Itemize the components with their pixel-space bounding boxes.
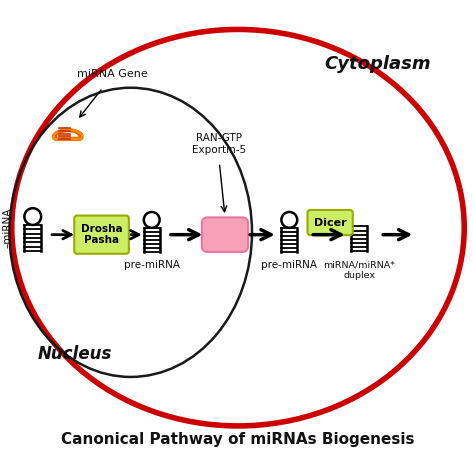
- Text: pre-miRNA: pre-miRNA: [261, 260, 317, 270]
- Text: –miRNA: –miRNA: [2, 208, 12, 248]
- Text: RAN-GTP
Exportin-5: RAN-GTP Exportin-5: [192, 133, 246, 155]
- Text: Drosha
Pasha: Drosha Pasha: [81, 224, 122, 246]
- FancyBboxPatch shape: [308, 210, 353, 235]
- Text: miRNA/miRNA*
duplex: miRNA/miRNA* duplex: [323, 260, 395, 280]
- FancyBboxPatch shape: [74, 216, 129, 254]
- Text: Dicer: Dicer: [314, 218, 346, 228]
- Text: pre-miRNA: pre-miRNA: [124, 260, 180, 270]
- Text: miRNA Gene: miRNA Gene: [77, 69, 147, 79]
- Text: Canonical Pathway of miRNAs Biogenesis: Canonical Pathway of miRNAs Biogenesis: [61, 432, 415, 447]
- Text: Nucleus: Nucleus: [37, 345, 112, 363]
- FancyBboxPatch shape: [202, 218, 248, 252]
- Text: Cytoplasm: Cytoplasm: [325, 55, 431, 73]
